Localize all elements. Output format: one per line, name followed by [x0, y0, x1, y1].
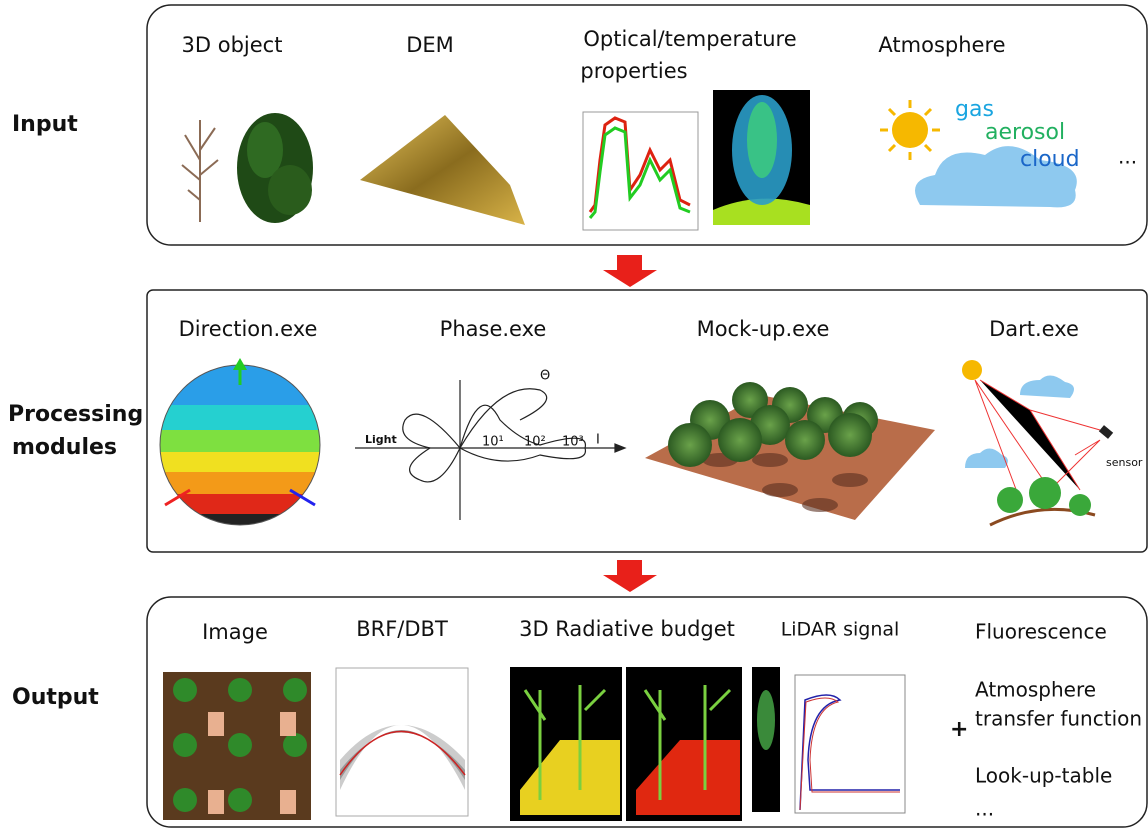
output-extra: ... — [975, 797, 994, 821]
row-label: modules — [12, 435, 117, 460]
item-title: Atmosphere — [878, 33, 1005, 57]
phase-label: Light — [365, 433, 397, 446]
module-title: Mock-up.exe — [697, 317, 830, 341]
output-title: 3D Radiative budget — [519, 617, 735, 641]
dem-surface — [360, 115, 525, 225]
sensor-label: sensor — [1106, 456, 1143, 469]
output-extra: Look-up-table — [975, 764, 1112, 788]
phase-label: 10² — [524, 435, 546, 450]
leafy-tree — [237, 113, 313, 223]
mockup-scene — [645, 382, 935, 520]
output-extra: Fluorescence — [975, 620, 1107, 644]
ellipsis: ... — [1118, 145, 1137, 169]
item-title: properties — [580, 59, 687, 83]
module-title: Dart.exe — [989, 317, 1079, 341]
radiative-budget — [510, 667, 742, 821]
flow-arrow — [603, 560, 657, 592]
atmo-label: cloud — [1020, 147, 1080, 172]
output-extra: transfer function — [975, 707, 1142, 731]
module-title: Direction.exe — [179, 317, 318, 341]
bare-tree — [181, 120, 219, 222]
row-label: Output — [12, 685, 99, 710]
atmo-label: aerosol — [985, 120, 1065, 145]
flow-arrow — [603, 255, 657, 287]
brf-plot — [335, 667, 469, 817]
phase-label: Θ — [540, 369, 550, 384]
phase-diagram — [355, 380, 627, 520]
output-extra: Atmosphere — [975, 678, 1096, 702]
row-label: Processing — [8, 402, 143, 427]
item-title: Optical/temperature — [583, 27, 796, 51]
output-title: Image — [202, 620, 268, 644]
phase-label: 10¹ — [482, 435, 504, 450]
item-title: 3D object — [182, 33, 283, 57]
output-title: LiDAR signal — [781, 619, 900, 641]
spectrum-plot — [582, 111, 699, 231]
processing-panel — [146, 289, 1148, 553]
phase-label: 10³ — [562, 435, 584, 450]
image-output — [163, 672, 311, 820]
dart-scene — [962, 360, 1114, 527]
item-title: DEM — [406, 33, 454, 57]
plus-sign: + — [950, 717, 968, 742]
module-title: Phase.exe — [440, 317, 547, 341]
atmo-label: gas — [955, 97, 994, 122]
output-title: BRF/DBT — [356, 617, 448, 641]
atmosphere-icon — [880, 100, 1077, 208]
row-label: Input — [12, 112, 78, 137]
lidar-signal — [752, 667, 906, 814]
thermal-plant — [713, 90, 810, 225]
phase-label: I — [596, 433, 600, 448]
